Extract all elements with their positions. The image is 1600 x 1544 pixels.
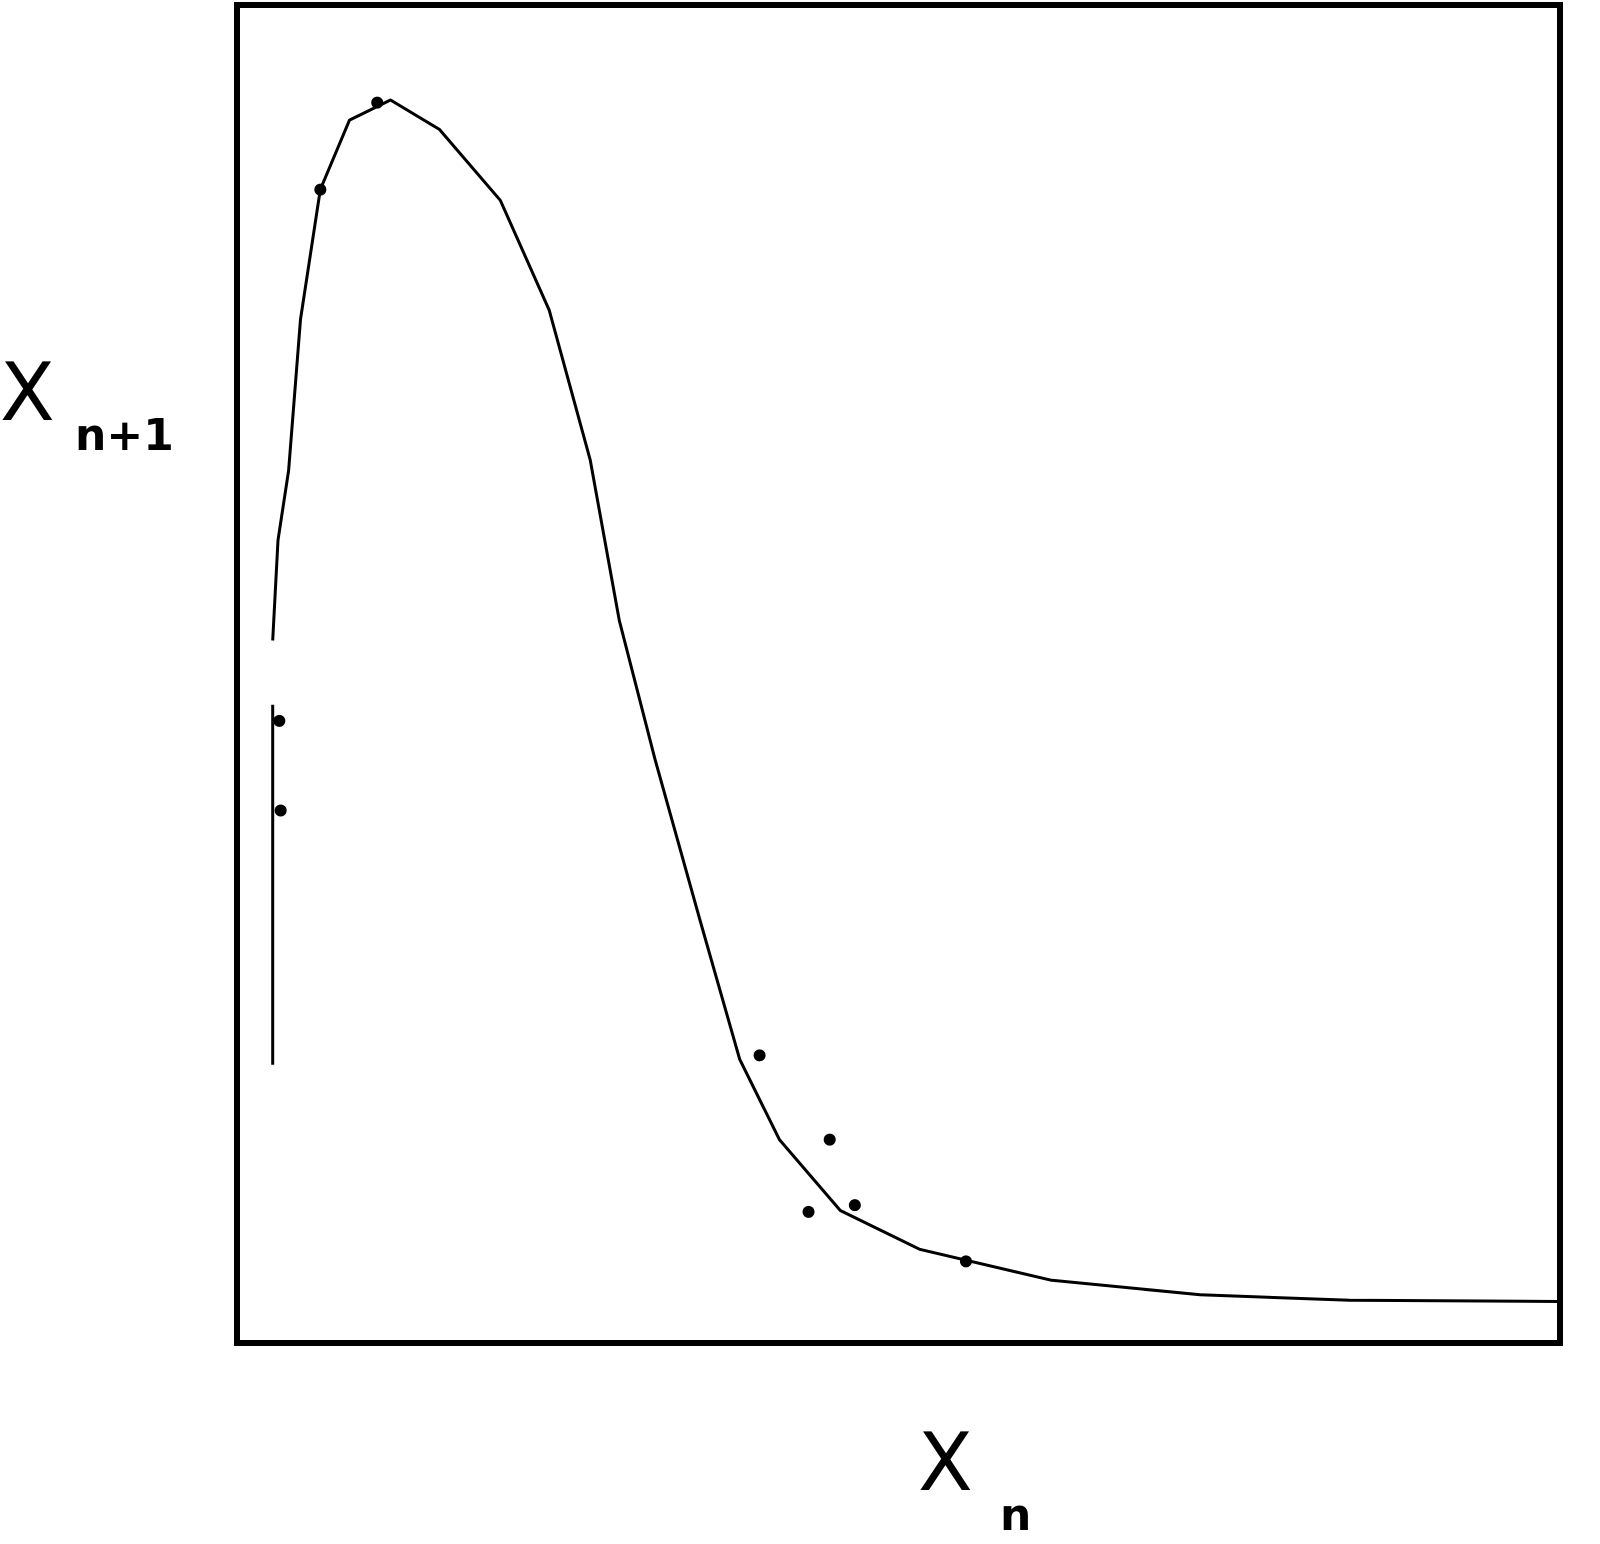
y-axis-label: X — [0, 346, 55, 439]
plot-frame — [234, 2, 1563, 1346]
data-point — [274, 804, 287, 817]
data-point — [273, 714, 286, 727]
data-point — [959, 1255, 972, 1268]
data-point — [823, 1133, 836, 1146]
data-point — [802, 1205, 815, 1218]
data-point — [314, 183, 327, 196]
data-point — [371, 96, 384, 109]
x-axis-label-subscript: n — [1000, 1490, 1031, 1541]
data-line — [271, 98, 1558, 1303]
data-point — [848, 1199, 861, 1212]
data-point — [753, 1049, 766, 1062]
x-axis-label: X — [918, 1416, 973, 1509]
y-axis-label-subscript: n+1 — [75, 410, 174, 461]
